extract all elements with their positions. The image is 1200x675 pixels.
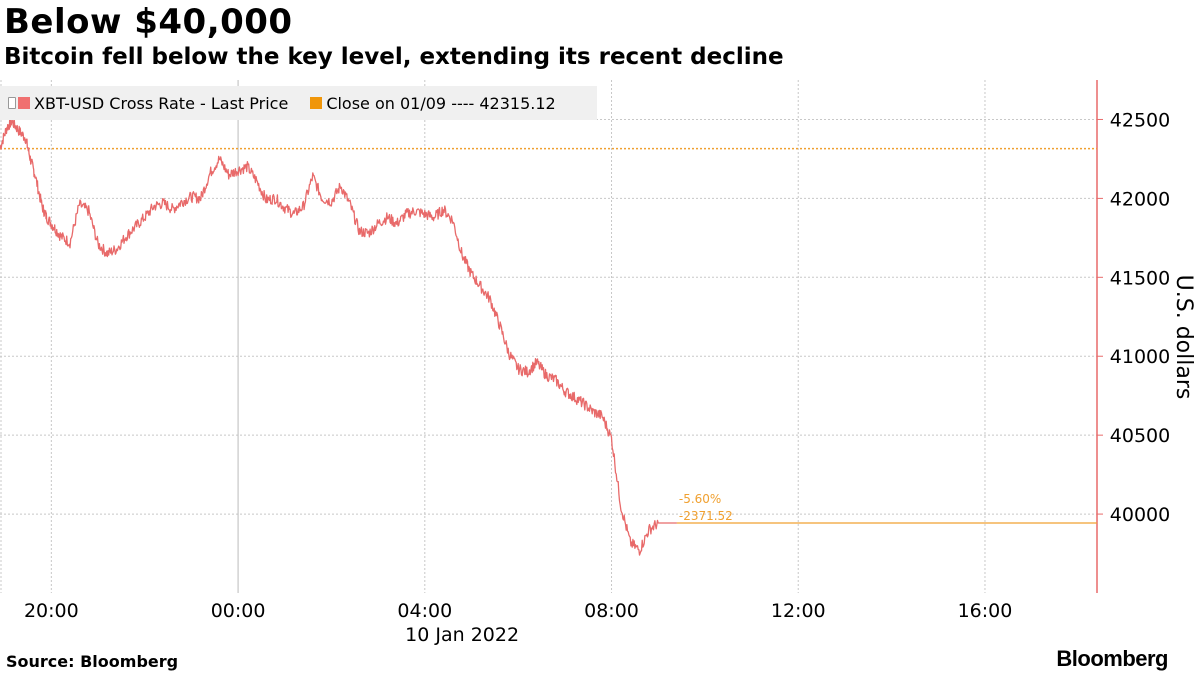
price-series-line — [0, 116, 677, 556]
x-tick-label: 20:00 — [24, 600, 79, 622]
legend-label-close: Close on 01/09 ---- 42315.12 — [326, 93, 556, 113]
legend-swatch-price — [18, 97, 30, 109]
y-tick-label: 40500 — [1110, 425, 1170, 447]
legend-item-close[interactable]: Close on 01/09 ---- 42315.12 — [310, 93, 556, 113]
y-tick-label: 42000 — [1110, 188, 1170, 210]
pct-change-annotation: -5.60% — [679, 492, 721, 506]
legend-item-price[interactable]: XBT-USD Cross Rate - Last Price — [8, 94, 288, 113]
footer-source: Source: Bloomberg — [6, 652, 179, 671]
bloomberg-logo: Bloomberg — [1056, 646, 1168, 671]
abs-change-annotation: -2371.52 — [679, 509, 733, 523]
y-tick-label: 41500 — [1110, 267, 1170, 289]
y-axis-title: U.S. dollars — [1171, 275, 1196, 400]
x-tick-label: 04:00 — [397, 600, 452, 622]
chart-subtitle: Bitcoin fell below the key level, extend… — [4, 44, 784, 70]
chart-title: Below $40,000 — [4, 2, 293, 42]
x-tick-label: 16:00 — [958, 600, 1013, 622]
legend-swatch-close — [310, 97, 323, 109]
x-tick-label: 12:00 — [771, 600, 826, 622]
x-axis-label: 10 Jan 2022 — [405, 624, 519, 646]
drag-handle-icon — [8, 97, 16, 109]
y-tick-label: 40000 — [1110, 504, 1170, 526]
x-tick-label: 08:00 — [584, 600, 639, 622]
y-tick-label: 41000 — [1110, 346, 1170, 368]
x-tick-label: 00:00 — [211, 600, 266, 622]
y-tick-label: 42500 — [1110, 109, 1170, 131]
chart-legend: XBT-USD Cross Rate - Last Price Close on… — [0, 86, 597, 120]
legend-label-price: XBT-USD Cross Rate - Last Price — [34, 93, 289, 113]
